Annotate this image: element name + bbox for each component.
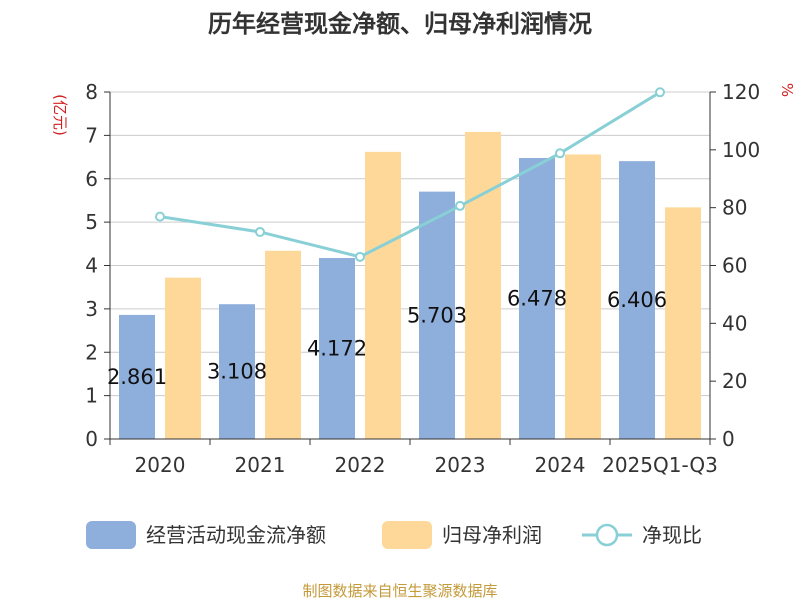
chart-title: 历年经营现金净额、归母净利润情况 (208, 10, 592, 38)
x-tick-label: 2022 (335, 453, 386, 477)
x-tick-label: 2021 (235, 453, 286, 477)
y-axis-unit-right: % (778, 83, 796, 97)
x-tick-label: 2020 (135, 453, 186, 477)
line-series (155, 87, 665, 262)
bars (119, 131, 701, 440)
y-tick-label-right: 20 (722, 369, 747, 393)
x-tick-label: 2024 (535, 453, 586, 477)
bar-value-label: 6.406 (607, 288, 667, 312)
y-tick-label-right: 60 (722, 254, 747, 278)
bar-cash-flow (319, 258, 355, 439)
bar-labels: 2.861 3.108 4.172 5.703 6.478 6.406 (107, 287, 667, 389)
y-tick-label-left: 1 (85, 384, 98, 408)
y-tick-label-right: 100 (722, 138, 760, 162)
bar-value-label: 2.861 (107, 365, 167, 389)
y-tick-label-left: 5 (85, 210, 98, 234)
y-tick-label-right: 40 (722, 311, 747, 335)
bar-cash-flow (519, 158, 555, 439)
bar-net-profit (365, 151, 401, 440)
y-tick-label-left: 3 (85, 297, 98, 321)
line-point (355, 251, 365, 262)
bar-net-profit (165, 277, 201, 439)
y-tick-label-right: 80 (722, 196, 747, 220)
y-tick-label-left: 7 (85, 123, 98, 147)
y-tick-label-left: 2 (85, 340, 98, 364)
legend: 经营活动现金流净额 归母净利润 净现比 (86, 521, 702, 549)
y-tick-label-right: 0 (722, 427, 735, 451)
legend-label-net-profit: 归母净利润 (442, 523, 542, 547)
bar-cash-flow (619, 161, 655, 439)
line-ratio (159, 91, 661, 259)
line-point (555, 148, 565, 159)
legend-label-cash-flow: 经营活动现金流净额 (146, 523, 326, 547)
bar-value-label: 5.703 (407, 303, 467, 327)
x-tick-label: 2023 (435, 453, 486, 477)
legend-swatch-ratio-marker (595, 523, 619, 547)
line-point (655, 87, 665, 98)
y-tick-label-right: 120 (722, 80, 760, 104)
bar-cash-flow (419, 191, 455, 439)
grid (110, 91, 710, 397)
bar-value-label: 3.108 (207, 360, 267, 384)
bar-cash-flow (119, 314, 155, 439)
legend-swatch-net-profit (382, 521, 432, 549)
y-tick-label-left: 4 (85, 254, 98, 278)
legend-label-ratio: 净现比 (642, 523, 702, 547)
bar-value-label: 6.478 (507, 287, 567, 311)
y-tick-label-left: 8 (85, 80, 98, 104)
bar-net-profit (265, 250, 301, 439)
bar-net-profit (665, 207, 701, 439)
x-tick-label: 2025Q1-Q3 (602, 453, 718, 477)
line-point (455, 200, 465, 211)
bar-cash-flow (219, 304, 255, 439)
bar-net-profit (465, 131, 501, 439)
source-note: 制图数据来自恒生聚源数据库 (302, 582, 497, 600)
y-tick-label-left: 6 (85, 167, 98, 191)
y-axis-unit-left: (亿元) (51, 94, 69, 136)
line-point (255, 226, 265, 237)
bar-value-label: 4.172 (307, 337, 367, 361)
line-point (155, 211, 165, 222)
bar-net-profit (565, 154, 601, 439)
legend-swatch-cash-flow (86, 521, 136, 549)
y-tick-label-left: 0 (85, 427, 98, 451)
